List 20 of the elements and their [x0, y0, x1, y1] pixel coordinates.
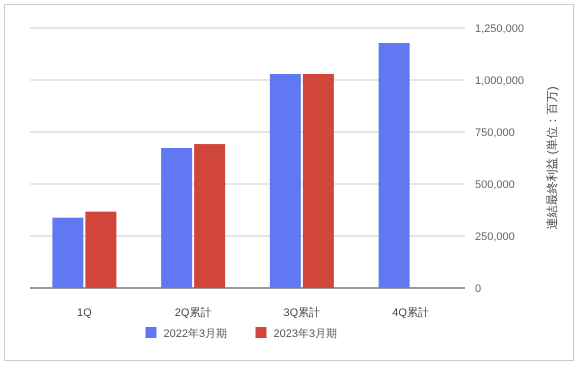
y-tick-label: 250,000	[475, 231, 515, 243]
bar	[302, 74, 334, 288]
y-tick-label: 750,000	[475, 127, 515, 139]
bar	[270, 74, 301, 288]
x-tick-label: 3Q累計	[284, 306, 320, 319]
x-tick-label: 4Q累計	[392, 306, 429, 319]
y-tick-label: 0	[475, 283, 482, 295]
legend-label: 2023年3月期	[274, 328, 338, 340]
bar	[194, 144, 226, 288]
y-tick-label: 1,000,000	[475, 75, 524, 87]
y-axis-title: 連結最終利益 (単位：百万)	[545, 86, 559, 230]
y-tick-label: 500,000	[475, 179, 515, 191]
x-tick-label: 2Q累計	[174, 306, 212, 319]
bar	[52, 218, 84, 288]
bar	[161, 148, 192, 288]
bar	[85, 212, 116, 288]
x-tick-label: 1Q	[77, 307, 92, 319]
y-tick-label: 1,250,000	[475, 23, 524, 35]
legend-label: 2022年3月期	[164, 328, 228, 340]
bar	[378, 42, 410, 288]
